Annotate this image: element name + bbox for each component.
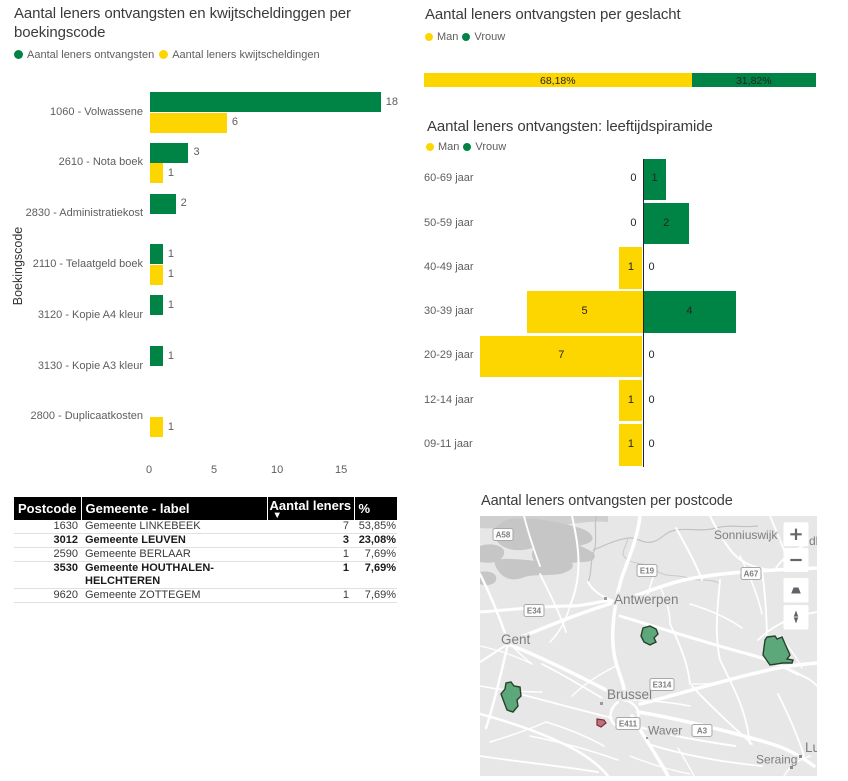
svg-text:E34: E34 <box>527 607 542 616</box>
svg-text:Sonniuswijk: Sonniuswijk <box>714 528 778 542</box>
svg-text:Antwerpen: Antwerpen <box>614 592 679 607</box>
svg-text:Waver: Waver <box>648 724 682 738</box>
svg-text:E19: E19 <box>640 567 655 576</box>
svg-text:A67: A67 <box>744 570 759 579</box>
svg-text:E314: E314 <box>653 681 672 690</box>
svg-text:dh: dh <box>809 534 817 548</box>
svg-text:Gent: Gent <box>501 632 531 647</box>
svg-text:A3: A3 <box>697 727 708 736</box>
svg-text:Lu: Lu <box>805 740 817 755</box>
svg-text:Brussel: Brussel <box>607 687 652 702</box>
svg-text:Seraing: Seraing <box>756 753 797 767</box>
svg-text:E411: E411 <box>619 720 638 729</box>
svg-text:A58: A58 <box>496 531 511 540</box>
